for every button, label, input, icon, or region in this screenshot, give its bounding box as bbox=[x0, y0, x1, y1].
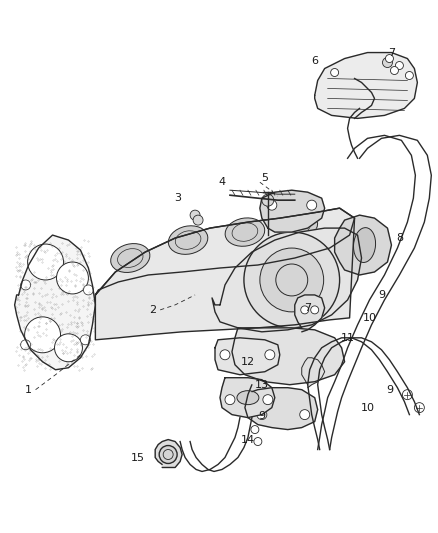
Circle shape bbox=[21, 280, 31, 290]
Circle shape bbox=[28, 244, 64, 280]
Polygon shape bbox=[14, 235, 95, 370]
Text: 6: 6 bbox=[311, 55, 318, 66]
Ellipse shape bbox=[225, 218, 265, 246]
Circle shape bbox=[265, 350, 275, 360]
Polygon shape bbox=[220, 378, 275, 417]
Circle shape bbox=[263, 394, 273, 405]
Polygon shape bbox=[314, 53, 417, 118]
Text: 11: 11 bbox=[341, 333, 355, 343]
Text: 8: 8 bbox=[396, 233, 403, 243]
Circle shape bbox=[190, 210, 200, 220]
Polygon shape bbox=[215, 338, 280, 375]
Polygon shape bbox=[335, 215, 392, 275]
Circle shape bbox=[83, 285, 93, 295]
Ellipse shape bbox=[237, 391, 259, 405]
Circle shape bbox=[267, 200, 277, 210]
Polygon shape bbox=[245, 385, 318, 430]
Circle shape bbox=[307, 200, 317, 210]
Polygon shape bbox=[232, 328, 345, 385]
Circle shape bbox=[406, 71, 413, 79]
Ellipse shape bbox=[353, 228, 375, 262]
Circle shape bbox=[300, 410, 310, 419]
Circle shape bbox=[403, 390, 413, 400]
Circle shape bbox=[159, 446, 177, 464]
Circle shape bbox=[57, 262, 88, 294]
Text: 9: 9 bbox=[258, 410, 265, 421]
Text: 3: 3 bbox=[175, 193, 182, 203]
Circle shape bbox=[414, 402, 424, 413]
Circle shape bbox=[385, 54, 393, 62]
Ellipse shape bbox=[278, 211, 318, 239]
Circle shape bbox=[81, 335, 90, 345]
Text: 15: 15 bbox=[131, 453, 145, 463]
Circle shape bbox=[251, 425, 259, 433]
Circle shape bbox=[220, 350, 230, 360]
Circle shape bbox=[254, 438, 262, 446]
Circle shape bbox=[260, 248, 324, 312]
Polygon shape bbox=[302, 358, 325, 387]
Polygon shape bbox=[212, 228, 361, 332]
Text: 4: 4 bbox=[219, 177, 226, 187]
Text: 9: 9 bbox=[378, 290, 385, 300]
Circle shape bbox=[331, 69, 339, 77]
Text: 13: 13 bbox=[255, 379, 269, 390]
Circle shape bbox=[311, 306, 319, 314]
Text: 12: 12 bbox=[241, 357, 255, 367]
Circle shape bbox=[54, 334, 82, 362]
Text: 7: 7 bbox=[304, 303, 311, 313]
Circle shape bbox=[301, 306, 309, 314]
Circle shape bbox=[21, 340, 31, 350]
Circle shape bbox=[25, 317, 60, 353]
Text: 5: 5 bbox=[261, 173, 268, 183]
Ellipse shape bbox=[168, 226, 208, 254]
Text: 1: 1 bbox=[25, 385, 32, 394]
Circle shape bbox=[262, 194, 274, 206]
Polygon shape bbox=[295, 295, 325, 332]
Text: 14: 14 bbox=[241, 434, 255, 445]
Polygon shape bbox=[95, 208, 355, 295]
Polygon shape bbox=[95, 208, 355, 340]
Text: 7: 7 bbox=[388, 47, 395, 58]
Text: 10: 10 bbox=[363, 313, 377, 323]
Polygon shape bbox=[155, 440, 182, 467]
Circle shape bbox=[244, 232, 339, 328]
Circle shape bbox=[225, 394, 235, 405]
Circle shape bbox=[257, 410, 267, 419]
Circle shape bbox=[193, 215, 203, 225]
Polygon shape bbox=[260, 190, 325, 232]
Text: 10: 10 bbox=[360, 402, 374, 413]
Text: 2: 2 bbox=[148, 305, 156, 315]
Text: 9: 9 bbox=[386, 385, 393, 394]
Circle shape bbox=[396, 61, 403, 69]
Circle shape bbox=[390, 67, 399, 75]
Ellipse shape bbox=[111, 244, 150, 272]
Circle shape bbox=[382, 58, 392, 68]
